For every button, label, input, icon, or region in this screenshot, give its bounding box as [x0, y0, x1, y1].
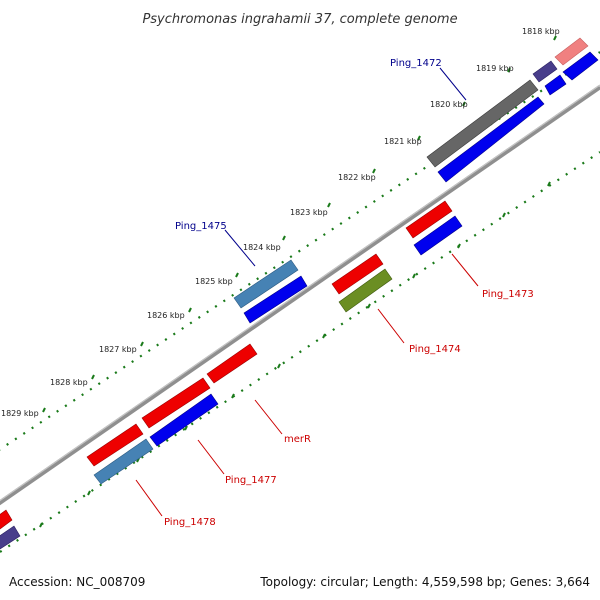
- tick-label: 1818 kbp: [522, 27, 560, 36]
- gene-label-ping_1474: Ping_1474: [409, 344, 461, 355]
- accession-text: Accession: NC_008709: [9, 575, 145, 589]
- gene-labels: Ping_1472 Ping_1475 Ping_1473 Ping_1474 …: [164, 58, 534, 528]
- genome-summary-text: Topology: circular; Length: 4,559,598 bp…: [259, 575, 590, 589]
- gene-feature-blue[interactable]: [243, 275, 308, 324]
- gene-ping_1477[interactable]: [141, 377, 211, 429]
- gene-ping_1478[interactable]: [93, 438, 154, 485]
- genome-backbone: [0, 85, 600, 506]
- tick-label: 1828 kbp: [50, 378, 88, 387]
- genes-outer: [0, 37, 599, 550]
- tick-label: 1826 kbp: [147, 311, 185, 320]
- gene-merR[interactable]: [206, 343, 258, 384]
- inner-major-ticks: [39, 181, 551, 528]
- gene-label-ping_1472: Ping_1472: [390, 58, 442, 69]
- tick-labels: 1818 kbp 1819 kbp 1820 kbp 1821 kbp 1822…: [1, 27, 560, 418]
- gene-label-merR: merR: [284, 434, 311, 445]
- tick-label: 1823 kbp: [290, 208, 328, 217]
- outer-major-ticks: [42, 35, 557, 413]
- gene-label-ping_1478: Ping_1478: [164, 517, 216, 528]
- genes-inner: [331, 200, 463, 313]
- inner-tick-track: [0, 151, 600, 553]
- gene-feature-blue[interactable]: [413, 215, 463, 256]
- tick-label: 1825 kbp: [195, 277, 233, 286]
- outer-tick-track: [0, 51, 600, 451]
- gene-feature-navy[interactable]: [0, 525, 21, 550]
- gene-ping_1472[interactable]: [426, 79, 539, 168]
- gene-feature-pink[interactable]: [554, 37, 589, 66]
- tick-label: 1824 kbp: [243, 243, 281, 252]
- tick-label: 1827 kbp: [99, 345, 137, 354]
- tick-label: 1820 kbp: [430, 100, 468, 109]
- gene-feature-blue[interactable]: [149, 393, 219, 447]
- gene-label-ping_1475: Ping_1475: [175, 221, 227, 232]
- gene-feature-red[interactable]: [0, 509, 13, 530]
- tick-label: 1819 kbp: [476, 64, 514, 73]
- map-title: Psychromonas ingrahamii 37, complete gen…: [142, 12, 457, 27]
- gene-feature-navy[interactable]: [532, 60, 558, 83]
- callout-lines: [135, 67, 479, 517]
- gene-feature-blue[interactable]: [544, 74, 567, 96]
- gene-feature-blue[interactable]: [437, 96, 545, 183]
- tick-label: 1822 kbp: [338, 173, 376, 182]
- gene-feature-red[interactable]: [86, 423, 144, 467]
- tick-label: 1829 kbp: [1, 409, 39, 418]
- gene-label-ping_1473: Ping_1473: [482, 289, 534, 300]
- gene-ping_1473[interactable]: [405, 200, 453, 239]
- gene-ping_1474[interactable]: [338, 268, 393, 313]
- gene-label-ping_1477: Ping_1477: [225, 475, 277, 486]
- gene-ping_1475[interactable]: [233, 259, 299, 309]
- gene-feature-red[interactable]: [331, 253, 384, 295]
- gene-feature-blue[interactable]: [562, 51, 599, 81]
- tick-label: 1821 kbp: [384, 137, 422, 146]
